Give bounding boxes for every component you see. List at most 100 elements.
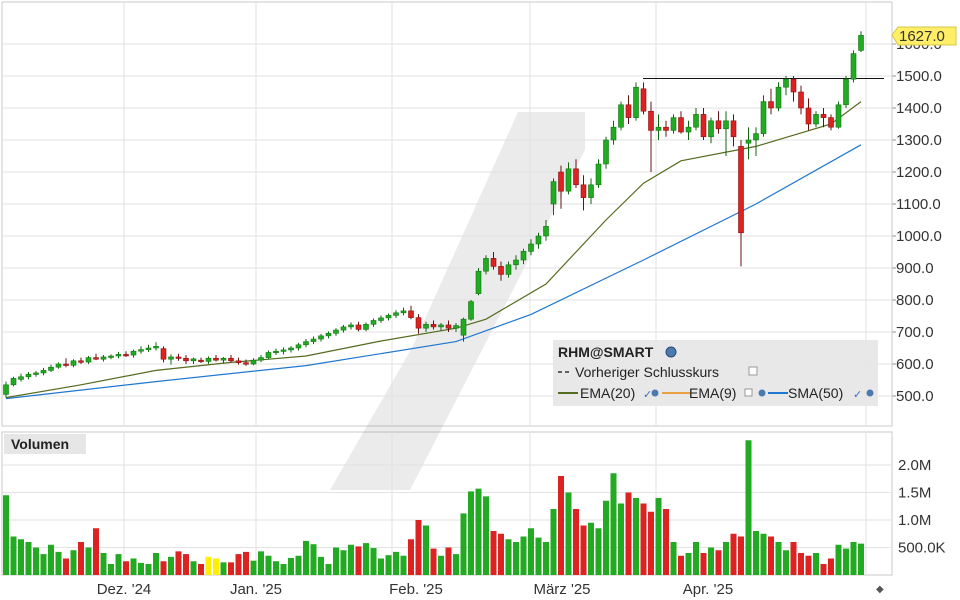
- candle: [175, 353, 182, 361]
- volume-bar: [333, 547, 339, 575]
- candle: [273, 348, 279, 356]
- candle: [573, 159, 579, 188]
- candle: [318, 333, 324, 342]
- candle-body: [48, 366, 54, 371]
- sma50-check-icon[interactable]: ✓: [853, 389, 862, 401]
- volume-bar: [798, 553, 804, 575]
- volume-bar: [843, 548, 849, 575]
- ema20-line: [5, 101, 862, 399]
- volume-bar: [340, 550, 347, 575]
- candle-body: [708, 120, 714, 138]
- candle: [168, 354, 174, 365]
- candle-body: [723, 120, 729, 130]
- volume-bar: [648, 511, 654, 575]
- candle-body: [460, 318, 467, 336]
- volume-bar: [700, 553, 707, 575]
- candle: [295, 342, 302, 351]
- candle: [655, 114, 662, 140]
- candle-body: [730, 120, 737, 138]
- volume-bar: [385, 555, 392, 575]
- candle-body: [783, 78, 789, 88]
- volume-bar: [528, 528, 534, 575]
- candle: [805, 98, 812, 131]
- sma50-settings-icon[interactable]: [866, 389, 874, 397]
- candle-body: [528, 243, 534, 252]
- candle-body: [280, 349, 287, 352]
- volume-bar: [63, 558, 69, 575]
- last-price-label: 1627.0: [899, 28, 945, 45]
- candle: [460, 317, 467, 342]
- volume-bar: [633, 498, 639, 575]
- candle-body: [25, 373, 32, 378]
- candle-body: [213, 357, 219, 361]
- volume-bar: [738, 536, 744, 575]
- candle-body: [348, 324, 354, 328]
- candle-body: [550, 181, 557, 205]
- candle: [453, 323, 459, 332]
- candle: [63, 358, 69, 368]
- volume-bar: [400, 555, 407, 575]
- candle-body: [145, 347, 152, 350]
- candle: [513, 255, 519, 270]
- candle: [820, 108, 827, 128]
- candle-body: [18, 376, 24, 380]
- candle-body: [325, 332, 332, 337]
- candle: [55, 362, 62, 369]
- price-tick-label: 900.0: [896, 260, 934, 277]
- ema9-settings-icon[interactable]: [758, 389, 766, 397]
- volume-bar: [513, 542, 519, 575]
- volume-bar: [603, 500, 609, 575]
- volume-bar: [3, 495, 9, 575]
- candle: [100, 355, 107, 362]
- ema20-settings-icon[interactable]: [651, 389, 659, 397]
- candle-body: [33, 372, 39, 375]
- candle-body: [378, 317, 384, 321]
- volume-bar: [198, 564, 204, 575]
- candle-body: [768, 101, 774, 109]
- symbol-settings-icon[interactable]: [665, 346, 677, 358]
- candle: [685, 120, 692, 140]
- candle: [708, 117, 714, 144]
- volume-bar: [393, 551, 399, 575]
- volume-bar: [348, 544, 354, 575]
- candle: [543, 220, 549, 241]
- date-label: Feb. '25: [389, 581, 443, 598]
- candle: [483, 255, 489, 275]
- volume-bar: [295, 555, 302, 575]
- candle: [123, 351, 129, 357]
- candle: [183, 355, 189, 364]
- candle: [33, 371, 39, 377]
- price-tick-label: 1000.0: [896, 228, 942, 245]
- candle: [370, 318, 377, 327]
- scroll-right-icon[interactable]: ◆: [876, 584, 884, 595]
- candle-body: [183, 357, 189, 362]
- candle-body: [243, 362, 249, 365]
- candle: [618, 101, 624, 131]
- candle: [228, 355, 234, 363]
- volume-bar: [363, 543, 369, 575]
- candle-body: [370, 320, 377, 325]
- candle: [663, 120, 669, 137]
- candle-body: [130, 350, 137, 356]
- prev-close-toggle-checkbox[interactable]: [748, 366, 758, 376]
- candle: [828, 114, 834, 131]
- ema9-toggle-checkbox[interactable]: [744, 388, 753, 397]
- candle-body: [580, 184, 587, 198]
- candle-body: [843, 78, 849, 106]
- candle: [505, 261, 512, 278]
- candle-body: [423, 324, 429, 329]
- price-tick-label: 700.0: [896, 324, 934, 341]
- candle-body: [625, 104, 632, 118]
- candle-body: [745, 139, 752, 144]
- price-tick-label: 500.0: [896, 388, 934, 405]
- volume-bar: [625, 492, 632, 575]
- candle-body: [228, 357, 234, 362]
- volume-bar: [18, 539, 24, 575]
- volume-bar: [543, 542, 549, 575]
- candle: [265, 350, 272, 360]
- ema20-check-icon[interactable]: ✓: [643, 389, 652, 401]
- volume-bar: [25, 542, 32, 575]
- candle: [333, 328, 339, 336]
- candle-body: [835, 104, 842, 128]
- volume-bar: [723, 542, 729, 575]
